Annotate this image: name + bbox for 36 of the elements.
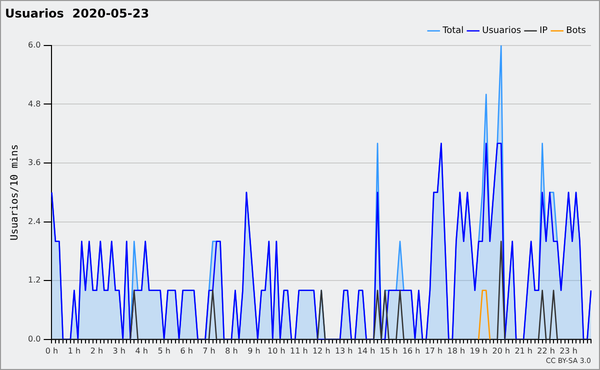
legend-label: Total: [442, 26, 464, 36]
x-tick-label: 21 h: [514, 346, 532, 356]
x-tick-label: 6 h: [180, 346, 193, 356]
x-tick-label: 15 h: [380, 346, 398, 356]
x-tick-label: 12 h: [312, 346, 330, 356]
y-tick-label: 6.0: [28, 40, 41, 50]
x-tick-label: 13 h: [334, 346, 353, 356]
x-tick-label: 9 h: [248, 346, 260, 356]
legend-label: Usuarios: [482, 26, 522, 36]
legend-label: IP: [540, 26, 548, 36]
x-tick-label: 11 h: [290, 346, 308, 356]
x-tick-label: 5 h: [158, 346, 170, 356]
y-tick-label: 0.0: [28, 334, 41, 344]
x-tick-label: 23 h: [560, 346, 578, 356]
y-tick-label: 1.2: [28, 276, 41, 285]
x-tick-label: 18 h: [447, 346, 466, 356]
x-tick-label: 7 h: [202, 346, 216, 356]
x-tick-label: 0 h: [45, 346, 58, 356]
legend-label: Bots: [566, 26, 586, 36]
x-tick-label: 17 h: [424, 346, 443, 356]
x-tick-label: 19 h: [470, 346, 488, 356]
x-tick-label: 4 h: [135, 346, 148, 356]
x-tick-label: 10 h: [268, 346, 286, 356]
x-tick-label: 3 h: [112, 346, 126, 356]
x-tick-label: 22 h: [537, 346, 555, 356]
y-tick-label: 3.6: [28, 158, 41, 168]
y-axis-title: Usuarios/10 mins: [10, 144, 21, 241]
y-tick-label: 4.8: [28, 99, 41, 108]
y-tick-label: 2.4: [28, 216, 41, 226]
chart-title: Usuarios 2020-05-23: [5, 6, 150, 20]
x-tick-label: 20 h: [492, 346, 510, 356]
x-tick-label: 14 h: [357, 346, 376, 356]
x-tick-label: 8 h: [225, 346, 238, 356]
x-tick-label: 16 h: [402, 346, 420, 356]
x-tick-label: 2 h: [90, 346, 104, 356]
x-tick-label: 1 h: [68, 346, 81, 356]
